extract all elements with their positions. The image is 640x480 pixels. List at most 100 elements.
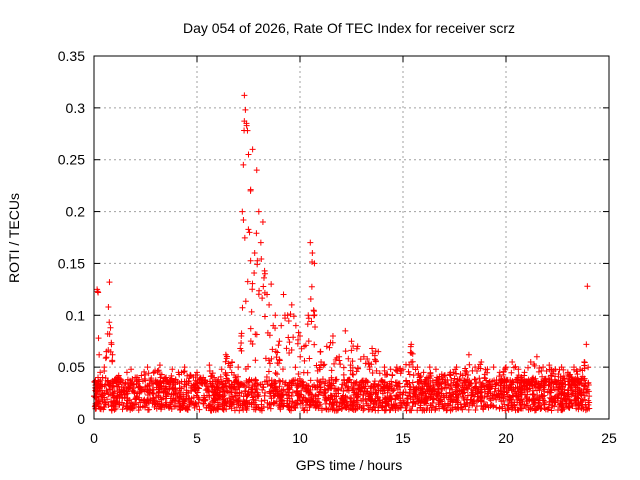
data-point <box>459 372 466 379</box>
data-point <box>328 374 335 381</box>
data-point <box>576 387 583 394</box>
data-point <box>345 377 352 384</box>
data-point <box>97 405 104 412</box>
data-point <box>274 388 281 395</box>
data-point <box>222 351 229 358</box>
data-point <box>389 387 396 394</box>
data-point <box>317 383 324 390</box>
data-point <box>491 388 498 395</box>
data-point <box>480 399 487 406</box>
data-point <box>439 402 446 409</box>
data-point <box>109 351 116 358</box>
data-point <box>353 368 360 375</box>
data-point <box>369 370 376 377</box>
data-point <box>455 392 462 399</box>
data-point <box>437 396 444 403</box>
data-point <box>240 161 247 168</box>
data-point <box>252 381 259 388</box>
data-point <box>233 378 240 385</box>
data-point <box>472 376 479 383</box>
data-point <box>366 396 373 403</box>
data-point <box>499 378 506 385</box>
data-point <box>364 355 371 362</box>
data-point <box>532 406 539 413</box>
data-point <box>215 403 222 410</box>
x-axis-title: GPS time / hours <box>296 457 403 473</box>
data-point <box>306 355 313 362</box>
data-point <box>385 402 392 409</box>
data-point <box>510 393 517 400</box>
data-point <box>192 401 199 408</box>
data-point <box>453 370 460 377</box>
data-point <box>502 407 509 414</box>
data-point <box>540 382 547 389</box>
data-point <box>209 388 216 395</box>
data-point <box>286 339 293 346</box>
data-point <box>496 394 503 401</box>
data-point <box>302 396 309 403</box>
data-point <box>330 405 337 412</box>
data-point <box>156 362 163 369</box>
data-point <box>471 376 478 383</box>
data-point <box>196 376 203 383</box>
data-point <box>444 382 451 389</box>
data-point <box>286 386 293 393</box>
data-point <box>305 390 312 397</box>
data-point <box>102 355 109 362</box>
data-point <box>141 396 148 403</box>
data-point <box>478 358 485 365</box>
data-point <box>350 397 357 404</box>
data-point <box>326 344 333 351</box>
data-point <box>289 398 296 405</box>
data-point <box>236 383 243 390</box>
data-point <box>106 319 113 326</box>
data-point <box>398 399 405 406</box>
data-point <box>292 376 299 383</box>
data-point <box>274 371 281 378</box>
data-point <box>115 383 122 390</box>
data-point <box>144 364 151 371</box>
data-point <box>363 377 370 384</box>
data-point <box>179 404 186 411</box>
data-point <box>585 379 592 386</box>
data-point <box>142 371 149 378</box>
data-point <box>511 399 518 406</box>
data-point <box>548 395 555 402</box>
data-point <box>407 396 414 403</box>
data-point <box>268 281 275 288</box>
data-point <box>278 322 285 329</box>
data-point <box>166 401 173 408</box>
data-point <box>122 380 129 387</box>
data-point <box>233 397 240 404</box>
data-point <box>239 208 246 215</box>
data-point <box>109 358 116 365</box>
data-point <box>223 383 230 390</box>
data-point <box>433 374 440 381</box>
data-point <box>420 406 427 413</box>
data-point <box>113 397 120 404</box>
data-point <box>311 341 318 348</box>
data-point <box>138 372 145 379</box>
data-point <box>266 301 273 308</box>
data-point <box>375 387 382 394</box>
data-point <box>586 393 593 400</box>
data-point <box>362 383 369 390</box>
data-point <box>435 393 442 400</box>
data-point <box>187 384 194 391</box>
data-point <box>466 402 473 409</box>
data-point <box>481 374 488 381</box>
data-point <box>240 217 247 224</box>
data-point <box>116 394 123 401</box>
data-point <box>222 397 229 404</box>
data-point <box>500 371 507 378</box>
data-point <box>455 405 462 412</box>
data-point <box>171 398 178 405</box>
data-point <box>247 338 254 345</box>
data-point <box>272 384 279 391</box>
data-point <box>463 385 470 392</box>
data-point <box>564 369 571 376</box>
data-point <box>426 364 433 371</box>
data-point <box>345 387 352 394</box>
data-point <box>107 385 114 392</box>
data-point <box>464 372 471 379</box>
